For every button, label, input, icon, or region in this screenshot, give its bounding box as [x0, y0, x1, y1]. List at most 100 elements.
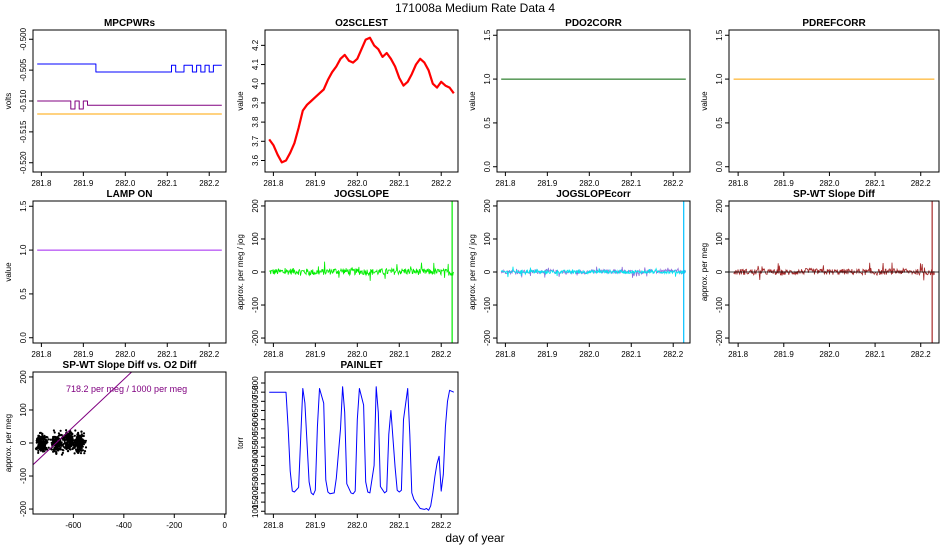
- scatter-point: [40, 436, 43, 440]
- panel-JOGSLOPE: JOGSLOPE 281.8 281.9 282.0 282.1 282.2 -200 -10…: [236, 189, 459, 359]
- x-tick-label: 282.1: [865, 179, 886, 188]
- panel-MPCPWRs: MPCPWRs 281.8 281.9 282.0 282.1 282.2 -0.520 -0…: [4, 18, 227, 188]
- scatter-point: [65, 444, 69, 447]
- y-tick-label: 250: [251, 477, 260, 491]
- plot-area: [729, 201, 939, 343]
- y-tick-label: 100: [251, 504, 260, 518]
- scatter-point: [78, 439, 81, 442]
- scatter-point: [34, 447, 38, 450]
- panel-title: SP-WT Slope Diff vs. O2 Diff: [63, 360, 198, 371]
- scatter-point: [76, 440, 79, 443]
- plot-area: [269, 201, 454, 343]
- series-1-line: [269, 386, 455, 511]
- x-tick-label: 282.2: [663, 179, 684, 188]
- panel-title: O2SCLEST: [335, 18, 388, 29]
- scatter-point: [50, 448, 53, 451]
- scatter-point: [67, 440, 70, 443]
- y-tick-label: 600: [251, 412, 260, 426]
- x-tick-label: 281.8: [263, 350, 284, 359]
- y-tick-label: 350: [251, 458, 260, 472]
- scatter-point: [42, 444, 46, 448]
- scatter-point: [37, 441, 40, 444]
- y-tick-label: 0.5: [715, 117, 724, 129]
- y-tick-label: 1.5: [715, 29, 724, 41]
- scatter-point: [59, 429, 62, 432]
- scatter-point: [69, 448, 72, 451]
- scatter-point: [59, 440, 62, 443]
- y-axis-label: value: [700, 91, 709, 111]
- y-tick-label: 100: [483, 232, 492, 246]
- y-tick-label: 0.5: [483, 117, 492, 129]
- x-tick-label: 282.1: [157, 179, 178, 188]
- figure-suptitle: 171008a Medium Rate Data 4: [395, 1, 555, 15]
- scatter-point: [38, 445, 41, 448]
- scatter-point: [79, 452, 83, 455]
- plot-area: [268, 36, 455, 164]
- scatter-point: [84, 441, 87, 444]
- x-tick-label: 282.2: [911, 179, 932, 188]
- series-1-line: [269, 261, 454, 281]
- scatter-point: [77, 444, 80, 447]
- y-tick-label: 0: [251, 269, 260, 274]
- scatter-point: [37, 434, 41, 437]
- y-axis-label: approx. per meg: [4, 414, 13, 472]
- panel-title: PDO2CORR: [565, 18, 622, 29]
- scatter-point: [80, 444, 83, 447]
- y-tick-label: -0.505: [19, 58, 28, 81]
- x-tick-label: 282.0: [579, 350, 600, 359]
- panel-title: PDREFCORR: [802, 18, 866, 29]
- y-tick-label: -200: [483, 329, 492, 346]
- y-tick-label: -100: [251, 296, 260, 313]
- scatter-point: [56, 442, 60, 445]
- scatter-point: [71, 447, 74, 451]
- x-tick-label: 281.8: [728, 179, 749, 188]
- panel-title: SP-WT Slope Diff: [793, 189, 875, 200]
- y-tick-label: 700: [251, 394, 260, 408]
- scatter-point: [73, 434, 76, 437]
- y-tick-label: -200: [251, 329, 260, 346]
- panel-SP-WT-Slope-Diff-vs-O2-Diff: 718.2 per meg / 1000 per meg SP-WT Slope …: [4, 360, 228, 530]
- x-tick-label: 282.0: [347, 521, 368, 530]
- series-1-line: [268, 36, 455, 164]
- scatter-point: [80, 430, 83, 433]
- scatter-point: [37, 451, 40, 454]
- scatter-point: [55, 452, 58, 455]
- y-tick-label: 3.7: [251, 135, 260, 147]
- y-tick-label: 3.9: [251, 97, 260, 109]
- scatter-point: [36, 447, 39, 450]
- scatter-point: [70, 435, 73, 438]
- x-tick-label: 281.9: [73, 179, 94, 188]
- scatter-point: [75, 442, 78, 445]
- x-tick-label: 282.0: [115, 179, 136, 188]
- scatter-point: [38, 448, 41, 451]
- panel-PDO2CORR: PDO2CORR 281.8 281.9 282.0 282.1 282.2 0.0 0.5 1…: [468, 18, 691, 188]
- y-axis-label: approx. per meg / jog: [468, 234, 477, 310]
- scatter-point: [47, 438, 50, 441]
- plot-frame: [728, 29, 940, 173]
- y-tick-label: -200: [19, 500, 28, 517]
- y-tick-label: 0.0: [483, 161, 492, 173]
- x-tick-label: 281.8: [495, 179, 516, 188]
- plot-frame: [264, 371, 459, 515]
- y-tick-label: -0.520: [19, 151, 28, 174]
- x-tick-label: 282.0: [347, 179, 368, 188]
- y-tick-label: 500: [251, 431, 260, 445]
- panel-JOGSLOPEcorr: JOGSLOPEcorr 281.8 281.9 282.0 282.1 282.2 -20…: [468, 189, 691, 359]
- y-tick-label: -0.510: [19, 89, 28, 112]
- scatter-point: [58, 443, 61, 447]
- scatter-point: [39, 442, 42, 445]
- x-tick-label: 281.9: [305, 350, 326, 359]
- y-tick-label: 0.0: [715, 161, 724, 173]
- scatter-point: [82, 441, 85, 444]
- y-tick-label: 4.0: [251, 78, 260, 90]
- y-tick-label: 1.0: [483, 73, 492, 85]
- x-tick-label: 0: [223, 521, 228, 530]
- scatter-point: [44, 438, 48, 441]
- plot-area: [33, 372, 133, 466]
- x-tick-label: 282.2: [663, 350, 684, 359]
- y-tick-label: 800: [251, 376, 260, 390]
- scatter-point: [62, 443, 65, 446]
- y-tick-label: 300: [251, 467, 260, 481]
- x-tick-label: 282.2: [911, 350, 932, 359]
- panel-title: MPCPWRs: [104, 18, 156, 29]
